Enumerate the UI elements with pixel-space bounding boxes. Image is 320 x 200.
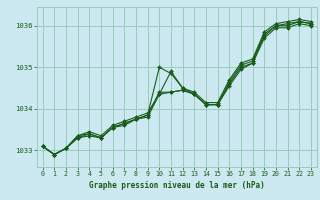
X-axis label: Graphe pression niveau de la mer (hPa): Graphe pression niveau de la mer (hPa) [89, 181, 265, 190]
